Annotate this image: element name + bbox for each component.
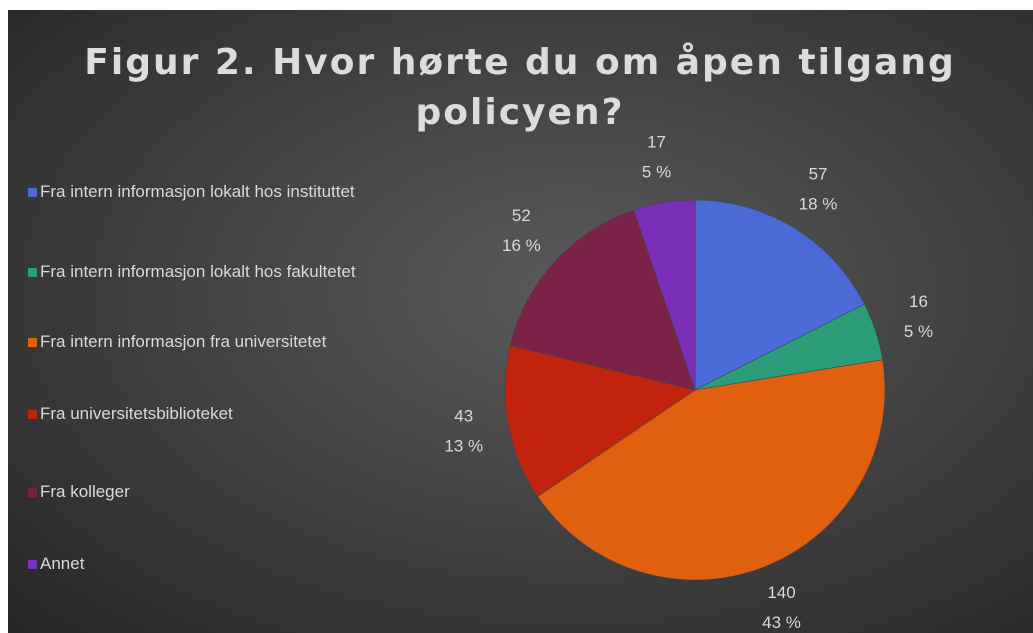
chart-title: Figur 2. Hvor hørte du om åpen tilgang p… <box>84 42 956 133</box>
pie-slice <box>504 345 696 497</box>
percent-label: 13 % <box>444 436 483 455</box>
legend-swatch <box>28 488 37 497</box>
percent-label: 16 % <box>502 236 541 255</box>
pie-slice <box>694 199 865 391</box>
percent-label: 5 % <box>642 163 671 182</box>
legend-item: Fra intern informasjon fra universitetet <box>26 330 360 354</box>
legend-item: Annet <box>26 552 360 576</box>
legend-label: Fra intern informasjon fra universitetet <box>40 332 327 351</box>
legend-swatch <box>28 560 37 569</box>
legend-item: Fra kolleger <box>26 480 360 504</box>
legend-item: Fra intern informasjon lokalt hos instit… <box>26 180 360 204</box>
legend-label: Fra universitetsbiblioteket <box>40 404 233 423</box>
legend-label: Fra kolleger <box>40 482 130 501</box>
legend-swatch <box>28 188 37 197</box>
data-label: 52 <box>512 206 531 225</box>
legend-item: Fra universitetsbiblioteket <box>26 402 360 426</box>
pie-area: 57 18 % 16 5 % 140 43 % 43 13 % 52 16 % 17 5 % <box>444 133 933 632</box>
legend-swatch <box>28 268 37 277</box>
legend-item: Fra intern informasjon lokalt hos fakult… <box>26 260 360 284</box>
percent-label: 18 % <box>799 194 838 213</box>
data-label: 17 <box>647 133 666 152</box>
legend-swatch <box>28 410 37 419</box>
chart: 57 18 % 16 5 % 140 43 % 43 13 % 52 16 % 17 5 % Figu… <box>8 10 1033 633</box>
legend-label: Fra intern informasjon lokalt hos instit… <box>40 182 355 201</box>
data-label: 43 <box>454 406 473 425</box>
pie-slice <box>537 359 886 581</box>
legend-swatch <box>28 338 37 347</box>
percent-label: 43 % <box>762 613 801 632</box>
percent-label: 5 % <box>904 322 933 341</box>
data-label: 140 <box>767 583 795 602</box>
legend-label: Annet <box>40 554 85 573</box>
pie-slice <box>633 199 696 391</box>
data-label: 16 <box>909 292 928 311</box>
data-label: 57 <box>809 164 828 183</box>
legend-label: Fra intern informasjon lokalt hos fakult… <box>40 262 356 281</box>
